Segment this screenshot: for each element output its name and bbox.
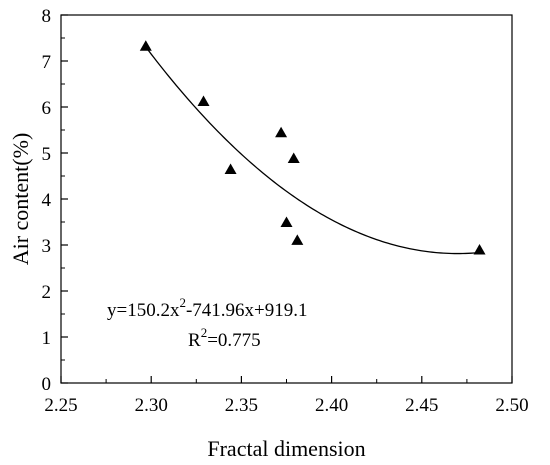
y-tick-label: 8 — [42, 6, 52, 27]
y-tick-label: 5 — [42, 144, 52, 165]
fit-curve — [145, 46, 480, 255]
data-point — [139, 40, 152, 51]
r-squared-exponent: 2 — [201, 325, 208, 340]
fit-equation-base: y=150.2x — [107, 300, 180, 321]
x-axis-ticks: 2.25 2.30 2.35 2.40 2.45 2.50 — [44, 376, 529, 416]
data-points — [139, 40, 486, 255]
x-tick-label: 2.35 — [225, 395, 258, 416]
data-point — [275, 126, 288, 138]
fit-equation-exponent: 2 — [179, 295, 186, 310]
r-squared-value: =0.775 — [207, 330, 260, 351]
x-tick-label: 2.45 — [405, 395, 438, 416]
data-point — [197, 95, 210, 106]
x-tick-label: 2.40 — [315, 395, 348, 416]
plot-frame — [60, 14, 513, 384]
data-point — [473, 244, 486, 255]
x-tick-label: 2.25 — [44, 395, 77, 416]
data-point — [224, 163, 237, 175]
fit-equation: y=150.2x2-741.96x+919.1 — [107, 295, 308, 321]
data-point — [287, 152, 300, 164]
r-squared: R2=0.775 — [188, 325, 261, 351]
fit-equation-rest: -741.96x+919.1 — [186, 300, 308, 321]
r-squared-base: R — [188, 330, 201, 351]
y-tick-label: 4 — [42, 190, 52, 211]
y-tick-label: 0 — [42, 374, 52, 395]
y-tick-label: 1 — [42, 328, 52, 349]
data-point — [280, 216, 293, 227]
x-axis-title: Fractal dimension — [207, 436, 365, 461]
y-tick-label: 6 — [42, 98, 52, 119]
x-tick-label: 2.30 — [135, 395, 168, 416]
y-tick-label: 7 — [42, 52, 52, 73]
y-axis-ticks: 0 1 2 3 4 5 6 7 8 — [42, 6, 68, 395]
x-tick-label: 2.50 — [495, 395, 528, 416]
y-tick-label: 3 — [42, 236, 52, 257]
y-axis-title: Air content(%) — [8, 133, 33, 266]
data-point — [291, 234, 304, 245]
y-tick-label: 2 — [42, 282, 52, 303]
